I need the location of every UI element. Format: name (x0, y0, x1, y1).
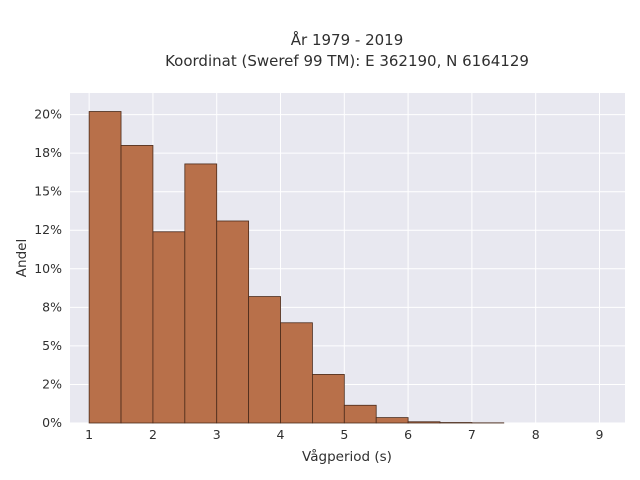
chart-title-line-1: År 1979 - 2019 (291, 30, 404, 49)
histogram-bar (184, 163, 218, 424)
y-tick-label: 0% (42, 415, 62, 430)
y-tick-label: 8% (42, 299, 62, 314)
histogram-bars (88, 111, 505, 424)
histogram-bar (216, 220, 250, 424)
histogram-bar (248, 296, 281, 424)
x-tick-label: 6 (404, 427, 412, 442)
y-tick-label: 2% (42, 376, 62, 391)
x-axis-label: Vågperiod (s) (302, 448, 392, 465)
histogram-bar (407, 421, 441, 424)
histogram-bar (120, 145, 154, 424)
x-tick-label: 7 (468, 427, 476, 442)
histogram-bar (88, 111, 122, 424)
x-axis-ticks: 1 2 3 4 5 6 7 8 9 (85, 427, 603, 442)
chart-title-line-2: Koordinat (Sweref 99 TM): E 362190, N 61… (165, 52, 529, 70)
y-tick-label: 15% (34, 184, 62, 199)
x-tick-label: 3 (213, 427, 221, 442)
histogram-bar (280, 322, 313, 424)
y-tick-label: 12% (34, 222, 62, 237)
y-tick-label: 18% (34, 145, 62, 160)
y-tick-label: 5% (42, 338, 62, 353)
histogram-bar (375, 417, 409, 424)
y-tick-label: 20% (34, 107, 62, 122)
x-tick-label: 1 (85, 427, 93, 442)
x-tick-label: 9 (596, 427, 604, 442)
y-axis-label: Andel (14, 239, 30, 277)
x-tick-label: 2 (149, 427, 157, 442)
y-axis-ticks: 0% 2% 5% 8% 10% 12% 15% 18% 20% (34, 107, 62, 430)
y-tick-label: 10% (34, 261, 62, 276)
histogram-bar (343, 404, 377, 424)
x-tick-label: 4 (277, 427, 285, 442)
x-tick-label: 8 (532, 427, 540, 442)
x-tick-label: 5 (340, 427, 348, 442)
histogram-bar (152, 231, 186, 424)
histogram-bar (312, 374, 345, 424)
